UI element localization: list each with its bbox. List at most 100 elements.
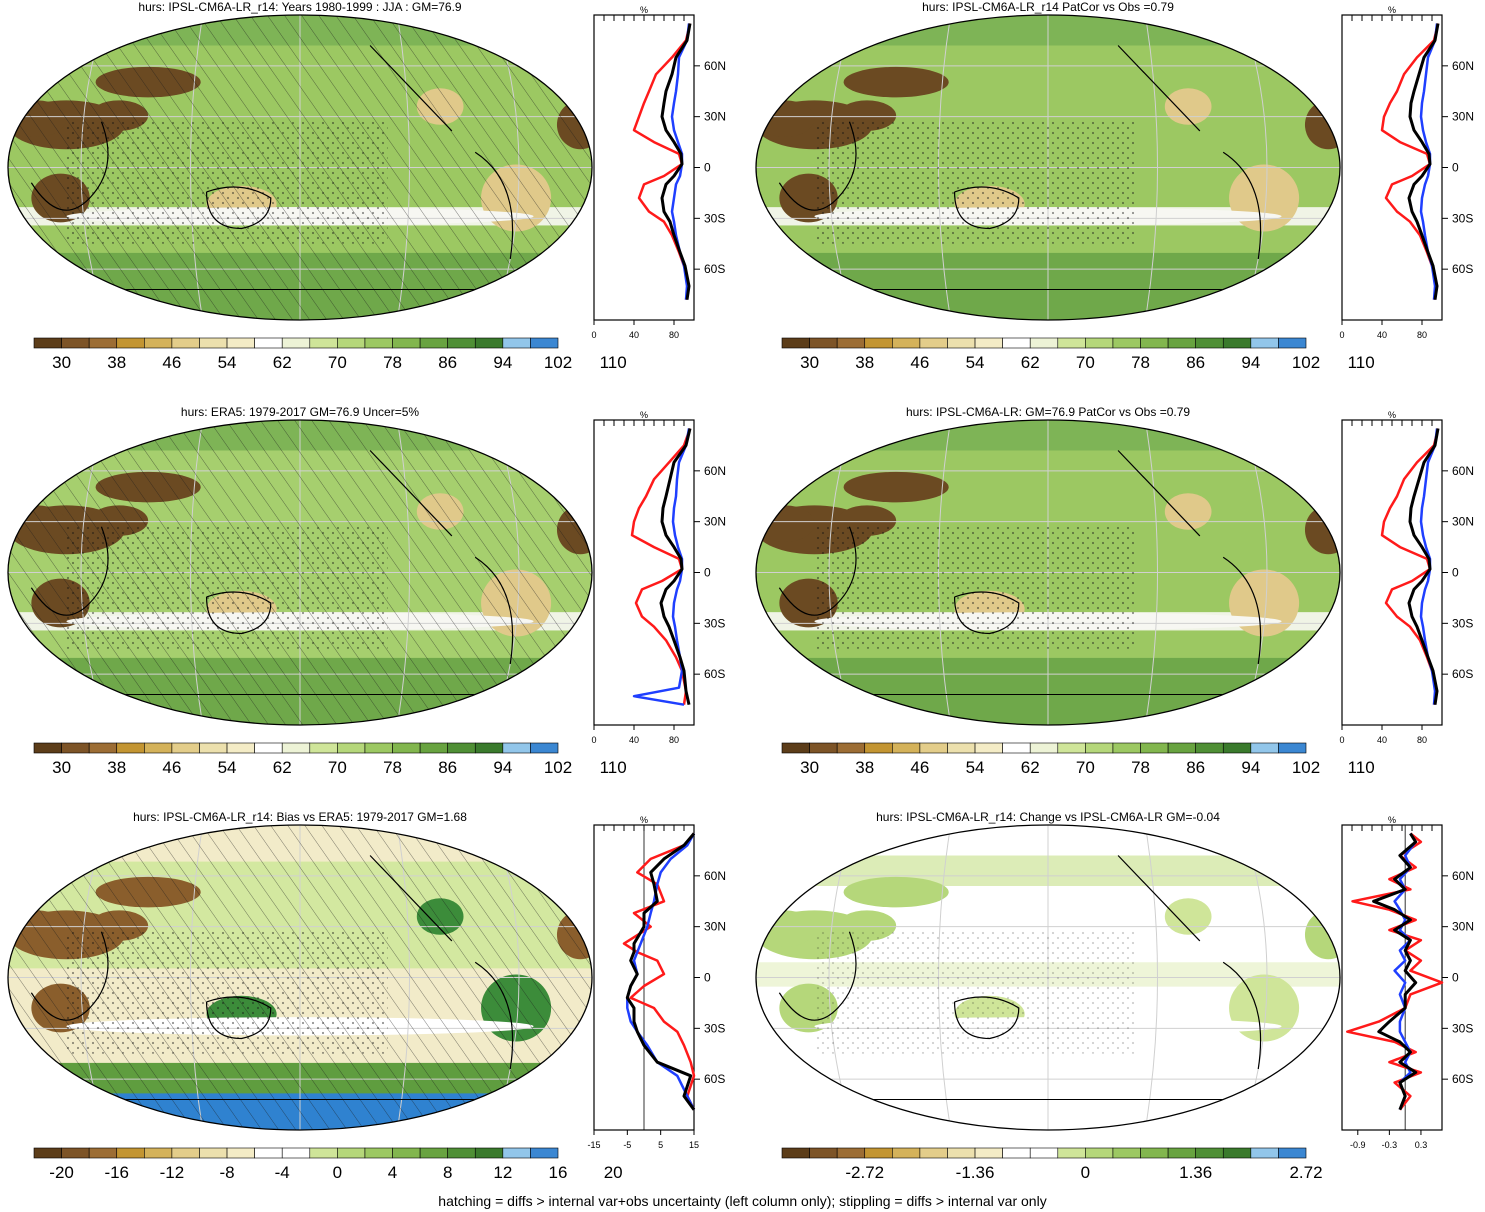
- na-southwest-region: [1164, 88, 1212, 125]
- colorbar-box: [836, 742, 866, 754]
- profile-x-label: 80: [669, 330, 679, 340]
- profile-x-label: -5: [623, 1140, 631, 1150]
- coastline-australia: [205, 591, 272, 635]
- coastline-africa: [778, 526, 857, 616]
- colorbar-box: [364, 1147, 393, 1159]
- colorbar-label: 110: [1348, 353, 1375, 372]
- colorbar-box: [1195, 742, 1224, 754]
- colorbar-box: [947, 742, 976, 754]
- profile-lat-label: 30S: [704, 211, 725, 225]
- zonal-profile: % 60N 30N 0 30S 60S 0 40 80: [591, 5, 726, 340]
- map: [756, 420, 1340, 725]
- colorbar-box: [1002, 742, 1031, 754]
- coastline-australia: [953, 591, 1020, 635]
- colorbar-label: 54: [218, 353, 237, 372]
- profile-lat-label: 30N: [1452, 920, 1474, 934]
- colorbar-label: 46: [910, 353, 929, 372]
- coastline-north-america: [1117, 450, 1201, 537]
- colorbar-label: 78: [383, 758, 402, 777]
- colorbar-box: [33, 742, 62, 754]
- map-border: [7, 824, 593, 1131]
- colorbar-box: [116, 337, 145, 349]
- zonal-profile: % 60N 30N 0 30S 60S -0.9 -0.3 0.3: [1341, 815, 1474, 1150]
- colorbar-label: 38: [107, 353, 126, 372]
- colorbar-box: [1029, 337, 1059, 349]
- map: [756, 825, 1340, 1130]
- colorbar-box: [364, 742, 393, 754]
- coastline-africa: [30, 526, 109, 616]
- colorbar-label: 94: [493, 353, 512, 372]
- colorbar: 30 38 46 54 62 70 78 86 94 102 110: [33, 337, 627, 372]
- meridian: [1144, 825, 1158, 1130]
- colorbar-label: 62: [273, 353, 292, 372]
- profile-lat-label: 30S: [1452, 1021, 1473, 1035]
- colorbar-box: [116, 742, 145, 754]
- colorbar-box: [392, 742, 421, 754]
- profile-line-red: [622, 832, 696, 1111]
- profile-lat-label: 60N: [704, 869, 726, 883]
- colorbar-label: 54: [966, 353, 985, 372]
- zonal-profile: % 60N 30N 0 30S 60S 0 40 80: [1339, 5, 1474, 340]
- colorbar-box: [33, 1147, 62, 1159]
- colorbar-label: 30: [52, 758, 71, 777]
- colorbar-box: [474, 337, 504, 349]
- colorbar-box: [919, 742, 948, 754]
- colorbar-box: [864, 742, 893, 754]
- colorbar-box: [1195, 1147, 1224, 1159]
- profile-lat-label: 0: [704, 161, 711, 175]
- colorbar-label: 1.36: [1179, 1163, 1212, 1182]
- meridian: [1144, 420, 1158, 725]
- colorbar-box: [864, 337, 893, 349]
- colorbar-box: [281, 337, 311, 349]
- coastline-australia: [205, 996, 272, 1040]
- colorbar-box: [171, 742, 200, 754]
- colorbar-label: 2.72: [1289, 1163, 1322, 1182]
- profile-unit: %: [640, 5, 648, 15]
- colorbar-label: 38: [855, 758, 874, 777]
- colorbar-box: [88, 337, 118, 349]
- colorbar-label: 4: [388, 1163, 397, 1182]
- colorbar-label: 62: [1021, 353, 1040, 372]
- colorbar-box: [836, 1147, 866, 1159]
- colorbar-box: [419, 742, 448, 754]
- colorbar-box: [864, 1147, 893, 1159]
- panel-1: hurs: IPSL-CM6A-LR_r14: Years 1980-1999 …: [7, 0, 726, 372]
- colorbar-label: 62: [273, 758, 292, 777]
- colorbar: 30 38 46 54 62 70 78 86 94 102 110: [781, 337, 1375, 372]
- colorbar-box: [974, 742, 1003, 754]
- colorbar-box: [502, 742, 531, 754]
- colorbar-label: 78: [383, 353, 402, 372]
- coastline-south-america: [1222, 961, 1262, 1070]
- colorbar-box: [530, 742, 559, 754]
- profile-line-black: [660, 23, 692, 300]
- colorbar-box: [61, 1147, 90, 1159]
- colorbar-box: [144, 337, 173, 349]
- colorbar-box: [1222, 742, 1252, 754]
- colorbar-label: 30: [800, 758, 819, 777]
- colorbar-label: 16: [549, 1163, 568, 1182]
- colorbar-box: [1057, 742, 1086, 754]
- colorbar-box: [1278, 742, 1307, 754]
- colorbar-box: [447, 742, 476, 754]
- profile-unit: %: [1388, 5, 1396, 15]
- panel-title: hurs: IPSL-CM6A-LR_r14: Change vs IPSL-C…: [876, 810, 1220, 824]
- colorbar-box: [447, 337, 476, 349]
- colorbar-label: 70: [328, 353, 347, 372]
- profile-x-label: 0: [1339, 735, 1344, 745]
- stippling: [814, 526, 1136, 649]
- panel-title: hurs: IPSL-CM6A-LR_r14 PatCor vs Obs =0.…: [922, 0, 1174, 14]
- map: [8, 420, 592, 725]
- colorbar-box: [171, 337, 200, 349]
- map: [8, 15, 592, 320]
- map-border: [755, 419, 1341, 726]
- colorbar-label: 30: [52, 353, 71, 372]
- profile-x-label: 80: [1417, 330, 1427, 340]
- zonal-profile: % 60N 30N 0 30S 60S 0 40 80: [591, 410, 726, 745]
- colorbar-label: 0: [1081, 1163, 1090, 1182]
- colorbar-box: [199, 742, 228, 754]
- colorbar-box: [1002, 337, 1031, 349]
- colorbar-box: [199, 337, 228, 349]
- colorbar-box: [781, 337, 810, 349]
- panel-title: hurs: IPSL-CM6A-LR_r14: Years 1980-1999 …: [138, 0, 462, 14]
- stippling: [66, 931, 388, 1054]
